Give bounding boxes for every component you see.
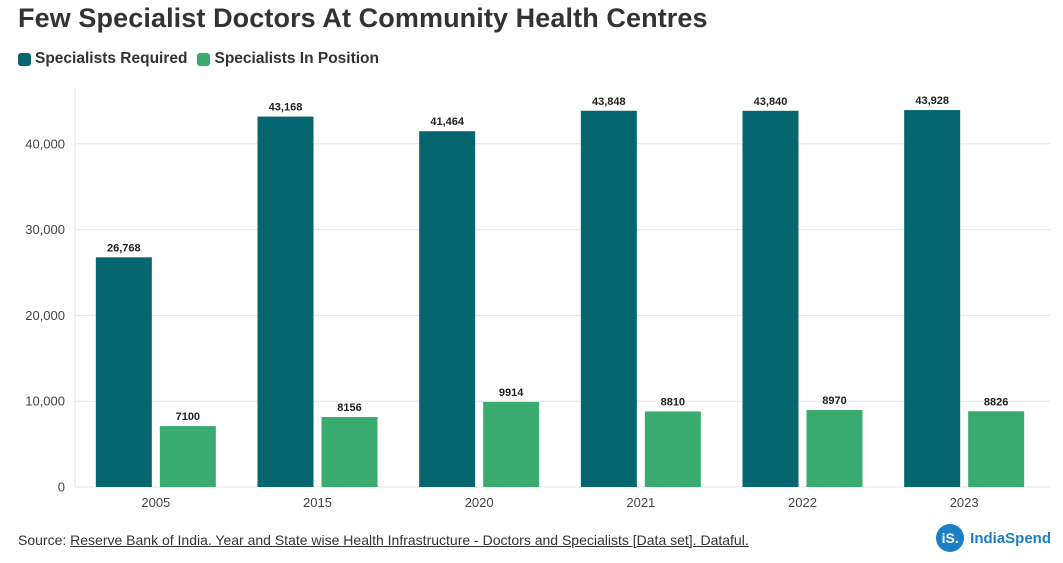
data-label-in-position: 8810 [661,396,685,408]
bar-required [580,110,637,488]
data-label-in-position: 8156 [337,402,361,414]
x-tick-label: 2022 [788,495,817,510]
y-tick-label: 0 [58,480,65,495]
x-tick-label: 2005 [141,495,170,510]
x-tick-label: 2021 [626,495,655,510]
source-prefix: Source: [18,532,71,548]
source-link[interactable]: Reserve Bank of India. Year and State wi… [70,532,749,548]
bar-required [904,110,961,487]
data-label-in-position: 7100 [176,411,200,423]
brand-logo: iS. IndiaSpend [936,524,1051,552]
source-note: Source: Reserve Bank of India. Year and … [18,532,749,548]
data-label-in-position: 8826 [984,396,1008,408]
bar-required [257,116,314,488]
bar-required [742,110,799,487]
legend-label-in-position: Specialists In Position [214,50,379,67]
data-label-in-position: 8970 [822,395,846,407]
bar-in-position [159,426,216,487]
legend-swatch-in-position [197,52,211,66]
chart-title: Few Specialist Doctors At Community Heal… [18,3,708,33]
data-label-required: 43,928 [915,95,949,107]
x-tick-label: 2020 [465,495,494,510]
brand-icon: iS. [936,524,965,552]
y-tick-label: 30,000 [25,222,65,237]
legend: Specialists Required Specialists In Posi… [18,50,379,68]
bars: 26,768 7100 43,168 8156 41,464 9914 43,848 8810… [95,95,1025,488]
data-label-required: 41,464 [430,116,465,128]
brand-name: IndiaSpend [970,529,1051,547]
y-tick-label: 20,000 [25,308,65,323]
x-tick-label: 2015 [303,495,332,510]
legend-item-required[interactable]: Specialists Required [18,50,187,68]
x-tick-label: 2023 [950,495,979,510]
gridlines [74,88,1050,488]
data-label-required: 43,840 [754,96,788,108]
bar-required [419,131,476,487]
bar-in-position [644,411,701,487]
legend-item-in-position[interactable]: Specialists In Position [197,50,379,68]
bar-in-position [806,410,863,487]
bar-required [95,257,152,487]
data-label-required: 43,848 [592,96,626,108]
y-tick-label: 40,000 [25,136,65,151]
legend-label-required: Specialists Required [35,50,188,67]
bar-in-position [968,411,1025,487]
y-axis: 0 10,000 20,000 30,000 40,000 [25,136,65,494]
data-label-required: 43,168 [269,102,303,114]
legend-swatch-required [18,52,31,66]
data-label-in-position: 9914 [499,387,524,399]
data-label-required: 26,768 [107,242,141,254]
bar-in-position [483,401,540,487]
x-axis: 2005 2015 2020 2021 2022 2023 [141,495,978,510]
y-tick-label: 10,000 [25,394,65,409]
bar-in-position [321,417,378,487]
